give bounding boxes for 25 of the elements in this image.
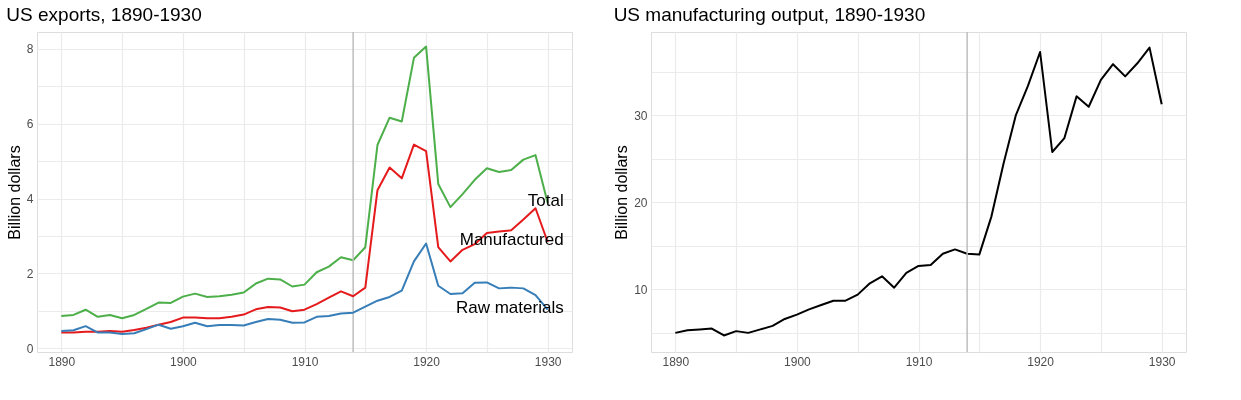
x-tick-label: 1920 bbox=[1027, 354, 1055, 369]
x-tick-label: 1930 bbox=[1148, 354, 1176, 369]
x-tick-label: 1920 bbox=[413, 354, 441, 369]
chart-title: US manufacturing output, 1890-1930 bbox=[613, 4, 926, 26]
chart-title: US exports, 1890-1930 bbox=[6, 4, 202, 26]
series-label: Total bbox=[527, 191, 564, 211]
x-tick-label: 1900 bbox=[784, 354, 812, 369]
y-tick-label: 10 bbox=[634, 282, 648, 297]
x-tick-label: 1890 bbox=[48, 354, 76, 369]
y-tick-label: 30 bbox=[634, 108, 648, 123]
y-tick-label: 6 bbox=[26, 117, 34, 132]
y-tick-label: 2 bbox=[26, 266, 34, 281]
x-tick-label: 1910 bbox=[905, 354, 933, 369]
x-tick-label: 1900 bbox=[170, 354, 198, 369]
x-tick-label: 1890 bbox=[662, 354, 690, 369]
y-tick-label: 8 bbox=[26, 42, 34, 57]
line-series bbox=[674, 46, 1163, 337]
y-tick-label: 20 bbox=[634, 195, 648, 210]
y-tick-label: 0 bbox=[26, 341, 34, 356]
x-tick-label: 1910 bbox=[291, 354, 319, 369]
series-label: Raw materials bbox=[455, 297, 564, 317]
y-axis-title: Billion dollars bbox=[5, 145, 23, 240]
x-tick-label: 1930 bbox=[534, 354, 562, 369]
y-axis-title: Billion dollars bbox=[613, 145, 631, 240]
y-tick-label: 4 bbox=[26, 192, 34, 207]
